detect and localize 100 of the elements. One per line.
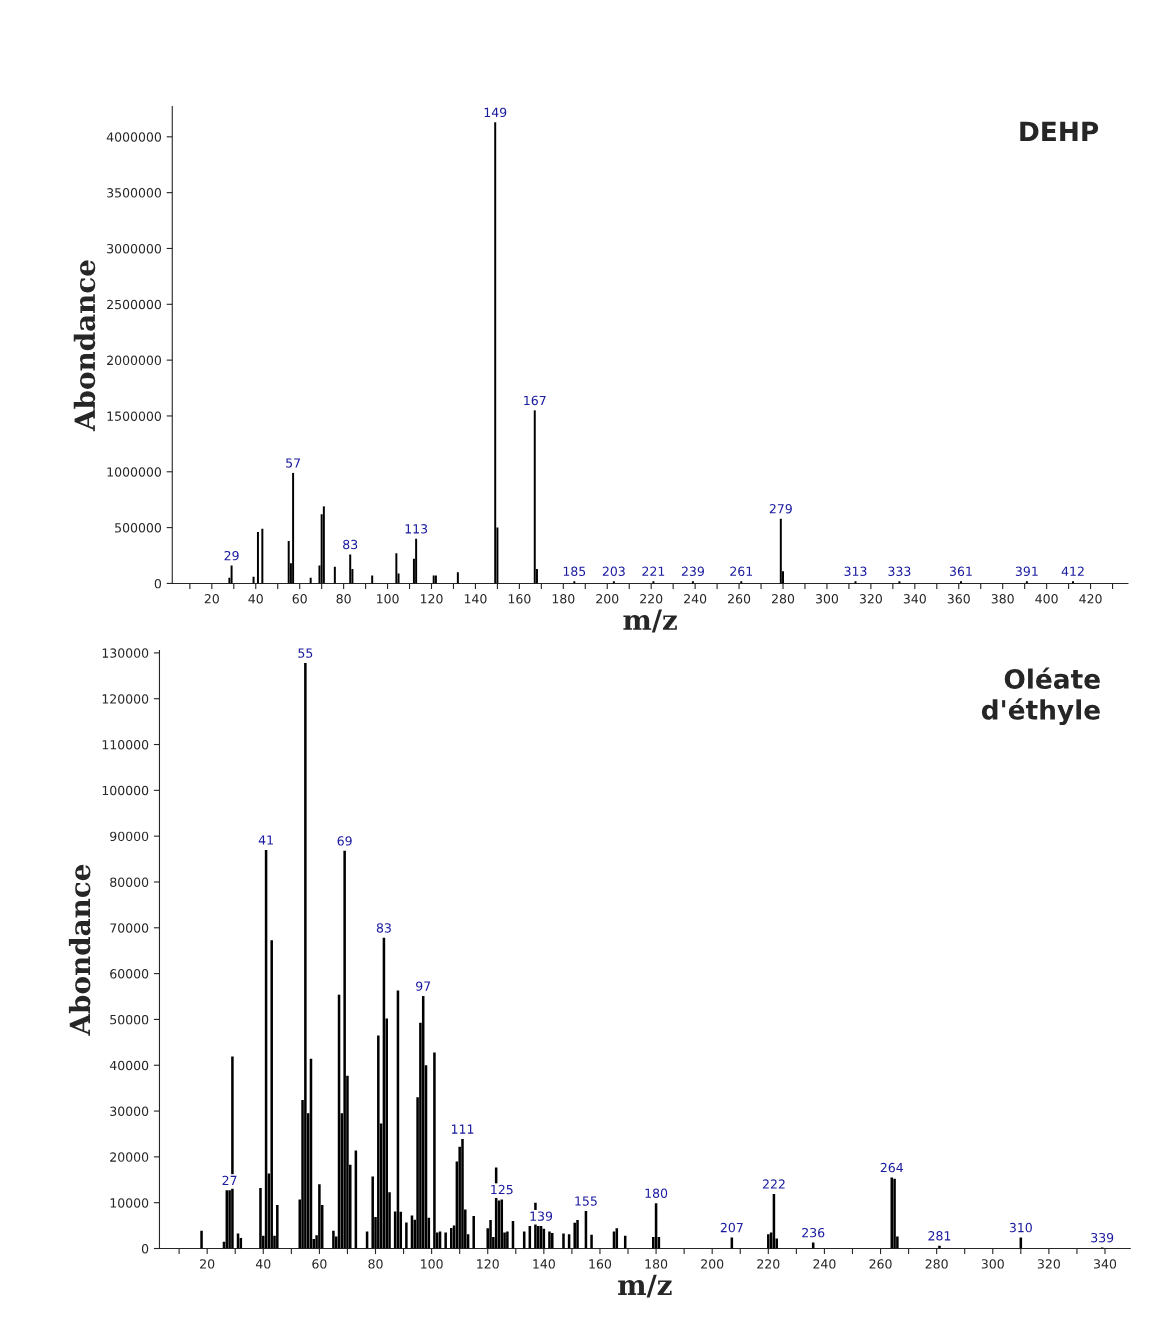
y-tick-label: 2500000 [107, 299, 162, 310]
x-axis-title: m/z [618, 1274, 672, 1298]
text: Oléate d'éthyle [981, 667, 1100, 726]
x-tick-label: 60 [312, 1259, 327, 1269]
y-axis-title: Abondance [73, 260, 96, 432]
x-tick-label: 20 [200, 1259, 215, 1269]
annotation: 391 [1015, 566, 1038, 576]
annotation: 97 [416, 981, 431, 991]
x-tick-label: 100 [377, 594, 399, 604]
y-tick-label: 30000 [110, 1106, 149, 1116]
bar [405, 1222, 408, 1249]
bar [562, 1233, 565, 1249]
bar [332, 1230, 335, 1249]
y-tick-label: 40000 [109, 1060, 149, 1071]
bar [461, 1139, 464, 1249]
x-tick-label: 280 [771, 594, 795, 604]
bar [576, 1220, 579, 1249]
bar [377, 1035, 380, 1249]
x-tick-label: 400 [1035, 594, 1058, 604]
annotation: 261 [730, 566, 753, 576]
annotation: 83 [343, 539, 358, 550]
x-tick-label: 120 [477, 1259, 499, 1269]
y-tick-label: 500000 [115, 523, 162, 533]
x-tick-label: 80 [336, 594, 351, 604]
bar [270, 940, 273, 1249]
annotation: 180 [645, 1188, 668, 1198]
annotation: 83 [376, 923, 391, 933]
annotation: 203 [602, 566, 625, 576]
x-tick-label: 180 [645, 1259, 668, 1269]
annotation: 222 [762, 1179, 785, 1189]
x-tick-label: 180 [552, 594, 575, 604]
annotation: 281 [928, 1231, 951, 1241]
annotation: 339 [1091, 1232, 1114, 1243]
bar [343, 850, 346, 1249]
bar [893, 1178, 896, 1249]
annotation: 221 [642, 566, 665, 576]
x-tick-label: 280 [925, 1259, 948, 1269]
annotation: 239 [681, 566, 704, 576]
y-tick-label: 0 [154, 578, 162, 589]
bar [433, 1052, 436, 1249]
bar [276, 1204, 279, 1249]
x-tick-label: 60 [292, 594, 307, 604]
x-tick-label: 360 [947, 594, 970, 604]
x-tick-label: 220 [757, 1259, 780, 1269]
x-tick-label: 340 [1094, 1259, 1117, 1269]
annotation: 29 [224, 550, 239, 561]
annotation: 125 [491, 1184, 513, 1195]
x-tick-label: 240 [813, 1259, 836, 1269]
annotation: 361 [949, 566, 972, 576]
bar [548, 1231, 551, 1249]
y-tick-label: 120000 [102, 694, 149, 704]
y-tick-label: 70000 [110, 923, 149, 933]
x-tick-label: 100 [421, 1259, 443, 1269]
bar [590, 1234, 593, 1249]
x-tick-label: 320 [859, 594, 882, 604]
x-axis-title: m/z [623, 609, 677, 633]
x-tick-label: 380 [991, 594, 1014, 604]
x-tick-label: 300 [981, 1259, 1004, 1269]
y-tick-label: 4000000 [106, 132, 162, 142]
x-tick-label: 320 [1037, 1259, 1060, 1269]
x-tick-label: 260 [728, 594, 751, 604]
annotation: 167 [524, 395, 546, 406]
y-axis-title: Abondance [68, 864, 91, 1036]
annotation: 27 [222, 1175, 237, 1185]
bar [318, 1184, 321, 1249]
y-tick-label: 50000 [110, 1014, 149, 1025]
annotation: 139 [530, 1211, 553, 1221]
bar [551, 1232, 554, 1249]
x-tick-label: 300 [815, 594, 839, 604]
annotation: 55 [298, 648, 313, 658]
x-tick-label: 240 [684, 594, 707, 604]
y-tick-label: 90000 [110, 831, 149, 842]
y-tick-label: 1000000 [107, 467, 162, 477]
bar [304, 662, 307, 1249]
x-tick-label: 80 [368, 1259, 383, 1269]
bar [259, 1188, 262, 1249]
x-tick-label: 420 [1079, 594, 1102, 604]
annotation: 236 [802, 1227, 825, 1238]
annotation: 412 [1061, 566, 1084, 576]
x-tick-label: 120 [420, 594, 443, 604]
annotation: 310 [1009, 1222, 1032, 1233]
annotation: 57 [286, 458, 300, 468]
y-tick-label: 10000 [110, 1198, 149, 1208]
x-tick-label: 200 [701, 1259, 724, 1269]
y-tick-label: 110000 [102, 740, 149, 750]
x-tick-label: 260 [869, 1259, 892, 1269]
annotation: 149 [484, 107, 507, 118]
x-tick-label: 340 [903, 594, 926, 604]
bar [573, 1222, 576, 1249]
bar [472, 1215, 475, 1249]
annotation: 155 [575, 1196, 597, 1206]
annotation: 207 [720, 1222, 743, 1233]
bar [444, 1232, 447, 1249]
y-tick-label: 60000 [110, 969, 149, 979]
x-tick-label: 40 [255, 1259, 271, 1269]
chart-title: DEHP [1020, 121, 1099, 142]
x-tick-label: 160 [508, 594, 531, 604]
x-tick-label: 200 [596, 594, 619, 604]
y-tick-label: 130000 [102, 648, 149, 658]
annotation: 264 [880, 1162, 903, 1173]
